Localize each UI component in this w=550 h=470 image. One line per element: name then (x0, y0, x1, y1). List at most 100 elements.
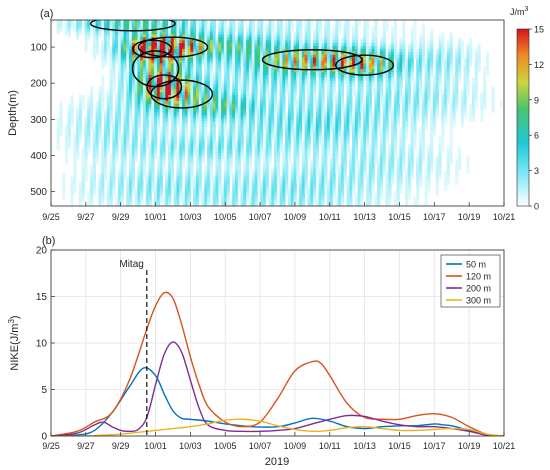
heatmap-cell (321, 147, 325, 151)
heatmap-cell (173, 150, 177, 154)
heatmap-cell (321, 204, 325, 206)
heatmap-cell (198, 124, 202, 128)
heatmap-cell (321, 155, 325, 160)
heatmap-cell (179, 31, 183, 35)
heatmap-cell (92, 176, 97, 180)
heatmap-cell (234, 181, 239, 186)
heatmap-cell (304, 126, 308, 131)
heatmap-cell (123, 132, 127, 136)
heatmap-cell (187, 187, 191, 191)
heatmap-cell (229, 155, 233, 160)
heatmap-cell (156, 95, 161, 99)
heatmap-cell (262, 112, 267, 116)
heatmap-cell (226, 34, 230, 38)
heatmap-cell (212, 43, 216, 47)
heatmap-cell (162, 95, 166, 99)
heatmap-cell (187, 72, 191, 76)
heatmap-cell (209, 31, 214, 35)
heatmap-cell (304, 132, 308, 136)
heatmap-cell (248, 103, 253, 108)
heatmap-cell (129, 69, 133, 73)
heatmap-cell (226, 181, 230, 186)
heatmap-cell (226, 132, 230, 136)
heatmap-cell (254, 95, 258, 99)
heatmap-cell (209, 161, 214, 165)
heatmap-cell (221, 37, 225, 41)
heatmap-cell (179, 173, 183, 177)
heatmap-cell (120, 190, 124, 194)
heatmap-cell (212, 178, 216, 183)
heatmap-cell (326, 86, 331, 90)
heatmap-cell (268, 22, 272, 27)
heatmap-cell (159, 135, 163, 139)
heatmap-cell (156, 109, 161, 113)
heatmap-cell (129, 95, 133, 99)
heatmap-cell (162, 112, 166, 116)
heatmap-cell (195, 167, 200, 171)
heatmap-cell (324, 173, 328, 177)
heatmap-cell (170, 34, 175, 38)
heatmap-cell (73, 190, 77, 194)
heatmap-cell (201, 98, 205, 102)
heatmap-cell (129, 80, 133, 84)
heatmap-cell (154, 132, 158, 136)
heatmap-cell (98, 126, 102, 131)
heatmap-cell (198, 60, 202, 64)
heatmap-cell (212, 181, 216, 186)
heatmap-cell (299, 193, 303, 197)
heatmap-cell (101, 155, 105, 160)
heatmap-cell (237, 147, 241, 151)
heatmap-cell (248, 161, 253, 165)
heatmap-cell (285, 176, 289, 180)
heatmap-cell (198, 98, 202, 102)
heatmap-cell (221, 51, 225, 56)
heatmap-cell (240, 20, 244, 24)
heatmap-cell (326, 80, 331, 84)
heatmap-cell (257, 60, 261, 64)
heatmap-cell (195, 187, 200, 191)
heatmap-cell (240, 199, 244, 203)
heatmap-cell (142, 48, 147, 53)
heatmap-cell (321, 181, 325, 186)
heatmap-cell (123, 106, 127, 110)
heatmap-cell (321, 103, 325, 108)
heatmap-cell (145, 63, 149, 67)
heatmap-cell (151, 31, 155, 35)
heatmap-cell (268, 132, 272, 136)
heatmap-cell (329, 196, 333, 200)
heatmap-cell (168, 98, 172, 102)
heatmap-cell (310, 66, 314, 70)
heatmap-cell (257, 126, 261, 131)
heatmap-cell (299, 147, 303, 151)
heatmap-cell (168, 69, 172, 73)
heatmap-cell (313, 199, 317, 203)
heatmap-cell (287, 72, 292, 76)
heatmap-cell (318, 103, 322, 108)
heatmap-cell (162, 48, 166, 53)
heatmap-cell (159, 176, 163, 180)
heatmap-cell (92, 31, 97, 35)
heatmap-cell (287, 22, 292, 27)
heatmap-cell (126, 118, 130, 122)
heatmap-cell (148, 48, 152, 53)
heatmap-cell (137, 34, 141, 38)
heatmap-cell (234, 34, 239, 38)
heatmap-cell (215, 176, 219, 180)
heatmap-cell (257, 28, 261, 32)
heatmap-cell (215, 167, 219, 171)
heatmap-cell (98, 31, 102, 35)
heatmap-cell (212, 196, 216, 200)
heatmap-cell (126, 190, 130, 194)
heatmap-cell (296, 43, 300, 47)
heatmap-cell (265, 69, 269, 73)
heatmap-cell (64, 161, 69, 165)
heatmap-cell (201, 193, 205, 197)
heatmap-cell (101, 22, 105, 27)
heatmap-cell (129, 118, 133, 122)
heatmap-cell (137, 25, 141, 30)
heatmap-cell (232, 138, 236, 142)
heatmap-cell (73, 167, 77, 171)
heatmap-cell (226, 141, 230, 145)
heatmap-cell (59, 20, 63, 24)
heatmap-cell (307, 124, 311, 128)
